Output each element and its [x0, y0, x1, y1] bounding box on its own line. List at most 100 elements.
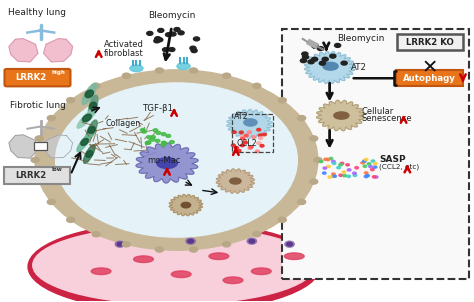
Circle shape	[158, 28, 164, 32]
Circle shape	[170, 32, 176, 36]
Circle shape	[169, 48, 175, 52]
Circle shape	[47, 116, 55, 121]
Ellipse shape	[285, 241, 294, 247]
Text: Cellular: Cellular	[361, 108, 393, 116]
Circle shape	[278, 98, 286, 103]
Ellipse shape	[83, 145, 95, 163]
Circle shape	[47, 199, 55, 204]
Circle shape	[260, 145, 264, 147]
Polygon shape	[169, 194, 203, 216]
Ellipse shape	[81, 139, 88, 146]
Circle shape	[302, 52, 308, 56]
FancyBboxPatch shape	[283, 29, 469, 279]
FancyBboxPatch shape	[35, 142, 47, 150]
Circle shape	[155, 247, 164, 252]
Circle shape	[31, 157, 39, 162]
Circle shape	[239, 131, 243, 134]
Circle shape	[122, 73, 130, 78]
Circle shape	[223, 73, 231, 78]
Circle shape	[364, 175, 368, 178]
Circle shape	[298, 116, 306, 121]
Ellipse shape	[88, 127, 95, 133]
Ellipse shape	[117, 243, 123, 246]
Ellipse shape	[287, 243, 292, 246]
Circle shape	[346, 164, 349, 166]
Circle shape	[241, 137, 245, 140]
Circle shape	[161, 143, 165, 146]
Text: (CCL2, etc): (CCL2, etc)	[379, 163, 419, 170]
Polygon shape	[44, 39, 73, 62]
Text: mo-Mac: mo-Mac	[147, 156, 181, 165]
Circle shape	[244, 134, 248, 137]
Circle shape	[35, 179, 43, 184]
FancyBboxPatch shape	[4, 69, 71, 86]
Circle shape	[150, 138, 155, 141]
Circle shape	[259, 137, 263, 140]
Circle shape	[237, 149, 241, 152]
Text: LRRK2: LRRK2	[15, 171, 46, 180]
Circle shape	[165, 33, 172, 37]
Circle shape	[328, 176, 332, 178]
Circle shape	[347, 169, 351, 171]
Text: Bleomycin: Bleomycin	[148, 11, 195, 20]
Ellipse shape	[82, 83, 97, 104]
Circle shape	[253, 232, 261, 237]
Circle shape	[319, 160, 323, 163]
Circle shape	[170, 140, 174, 143]
Ellipse shape	[209, 253, 229, 259]
Circle shape	[253, 83, 261, 88]
Text: LRRK2: LRRK2	[15, 73, 46, 82]
Circle shape	[55, 83, 297, 237]
Text: Autophagy: Autophagy	[403, 74, 456, 83]
Ellipse shape	[130, 65, 143, 72]
Circle shape	[262, 133, 266, 136]
Circle shape	[35, 136, 43, 141]
Circle shape	[162, 141, 166, 144]
Circle shape	[234, 146, 238, 149]
Circle shape	[311, 57, 318, 61]
Circle shape	[353, 172, 356, 174]
Circle shape	[363, 160, 366, 162]
Circle shape	[140, 128, 145, 131]
Circle shape	[341, 61, 347, 65]
Circle shape	[318, 47, 324, 50]
Circle shape	[193, 37, 200, 41]
Circle shape	[191, 49, 197, 53]
Circle shape	[374, 176, 378, 178]
Circle shape	[257, 128, 261, 131]
Circle shape	[365, 172, 368, 174]
Circle shape	[92, 232, 100, 237]
Polygon shape	[9, 39, 38, 62]
Circle shape	[92, 83, 100, 88]
Text: LRRK2 KO: LRRK2 KO	[406, 38, 453, 47]
Circle shape	[162, 142, 166, 145]
Ellipse shape	[188, 239, 193, 243]
Polygon shape	[304, 51, 355, 83]
Circle shape	[278, 217, 286, 222]
Circle shape	[147, 31, 153, 35]
Circle shape	[324, 158, 328, 160]
Circle shape	[343, 175, 346, 177]
Circle shape	[232, 131, 236, 133]
Polygon shape	[227, 109, 272, 139]
Ellipse shape	[244, 119, 257, 126]
Circle shape	[326, 158, 330, 161]
Ellipse shape	[33, 226, 316, 302]
Circle shape	[332, 160, 335, 162]
Text: fibroblast: fibroblast	[103, 49, 143, 58]
FancyBboxPatch shape	[4, 167, 71, 184]
Circle shape	[339, 164, 342, 166]
Ellipse shape	[134, 256, 154, 262]
Ellipse shape	[90, 102, 97, 110]
Circle shape	[308, 60, 314, 64]
Circle shape	[301, 59, 307, 63]
Circle shape	[369, 165, 372, 168]
Circle shape	[153, 129, 158, 132]
Ellipse shape	[181, 202, 191, 208]
Circle shape	[332, 162, 336, 165]
Circle shape	[157, 38, 163, 42]
Circle shape	[332, 173, 335, 175]
FancyBboxPatch shape	[396, 70, 463, 86]
Circle shape	[257, 142, 261, 144]
Circle shape	[190, 247, 198, 252]
